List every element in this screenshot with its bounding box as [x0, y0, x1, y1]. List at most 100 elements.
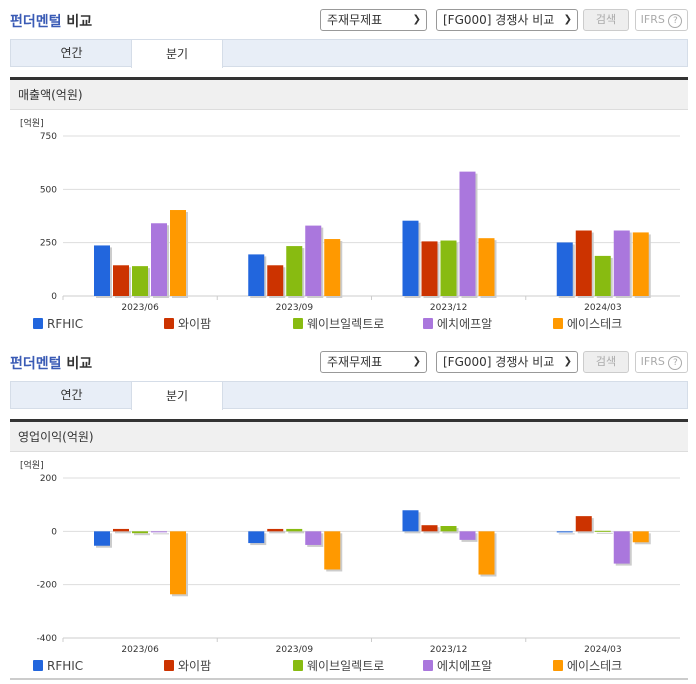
- bar-RFHIC: [248, 254, 265, 296]
- comparison-group-select[interactable]: [FG000] 경쟁사 비교 ❯: [436, 351, 578, 373]
- bar-에치에프알: [151, 531, 167, 533]
- help-icon: ?: [668, 356, 683, 370]
- help-icon: ?: [668, 14, 683, 28]
- bar-RFHIC: [248, 531, 265, 544]
- bar-에치에프알: [459, 531, 476, 540]
- y-tick-label: 500: [40, 185, 57, 195]
- bar-에이스테크: [170, 210, 186, 296]
- x-tick-label: 2023/09: [276, 645, 314, 655]
- bar-와이팜: [575, 230, 592, 296]
- y-tick-label: 200: [40, 474, 57, 484]
- legend-swatch: [293, 318, 303, 329]
- y-axis-unit: [억원]: [20, 117, 44, 129]
- search-button[interactable]: 검색: [583, 351, 629, 373]
- legend-label: 와이팜: [178, 659, 211, 673]
- legend-swatch: [423, 318, 433, 329]
- y-tick-label: 750: [40, 132, 57, 142]
- legend-swatch: [164, 318, 174, 329]
- ifrs-label: IFRS: [640, 355, 665, 368]
- bar-shadow: [558, 533, 575, 535]
- bar-웨이브일렉트로: [286, 528, 303, 532]
- chevron-down-icon: ❯: [563, 356, 572, 367]
- x-tick-label: 2023/06: [121, 645, 159, 655]
- bar-chart: [억원] 0 250 500 750 2023/06 2023/09 2023/12 2024/…: [20, 117, 680, 331]
- bar-와이팜: [421, 241, 438, 296]
- title-rest: 비교: [61, 356, 93, 372]
- bar-에이스테크: [478, 238, 495, 296]
- title-rest: 비교: [61, 14, 93, 30]
- x-tick-label: 2024/03: [584, 303, 621, 313]
- bar-shadow: [269, 530, 286, 534]
- select-value: [FG000] 경쟁사 비교: [443, 355, 555, 369]
- fundamental-compare-revenue: 펀더멘털 비교 주재무제표 ❯ [FG000] 경쟁사 비교 ❯ 검색 IFRS ?…: [10, 9, 688, 331]
- y-axis-unit: [억원]: [20, 459, 44, 471]
- select-value: 주재무제표: [327, 13, 383, 27]
- tab-quarterly[interactable]: 분기: [131, 381, 223, 410]
- legend-label: 에이스테크: [567, 659, 622, 673]
- comparison-group-select[interactable]: [FG000] 경쟁사 비교 ❯: [436, 9, 578, 31]
- legend-swatch: [164, 660, 174, 671]
- bar-웨이브일렉트로: [132, 531, 148, 534]
- bar-에치에프알: [305, 225, 322, 296]
- bar-shadow: [134, 533, 150, 536]
- y-tick-label: -200: [37, 581, 58, 591]
- bar-RFHIC: [556, 242, 573, 296]
- statement-type-select[interactable]: 주재무제표 ❯: [320, 9, 427, 31]
- legend-label: 웨이브일렉트로: [307, 317, 384, 331]
- period-tabs: 연간 분기: [10, 381, 688, 410]
- legend-swatch: [33, 660, 43, 671]
- title-highlight: 펀더멘털: [10, 14, 62, 30]
- chevron-down-icon: ❯: [412, 14, 421, 25]
- bar-RFHIC: [402, 220, 419, 296]
- bar-웨이브일렉트로: [440, 240, 457, 296]
- tab-quarterly[interactable]: 분기: [131, 39, 223, 68]
- ifrs-help-button[interactable]: IFRS ?: [635, 9, 688, 31]
- x-tick-label: 2023/06: [121, 303, 159, 313]
- legend-label: 에치에프알: [437, 659, 492, 673]
- legend-swatch: [33, 318, 43, 329]
- bar-웨이브일렉트로: [440, 526, 457, 532]
- bar-에이스테크: [324, 239, 341, 296]
- ifrs-help-button[interactable]: IFRS ?: [635, 351, 688, 373]
- legend-label: 에치에프알: [437, 317, 492, 331]
- fundamental-compare-operating-profit: 펀더멘털 비교 주재무제표 ❯ [FG000] 경쟁사 비교 ❯ 검색 IFRS ?…: [0, 342, 696, 684]
- bar-에이스테크: [170, 531, 186, 595]
- bar-에치에프알: [305, 531, 322, 545]
- tab-annual[interactable]: 연간: [60, 46, 83, 60]
- legend-label: RFHIC: [47, 659, 83, 673]
- bar-shadow: [153, 533, 169, 535]
- bar-와이팜: [113, 528, 129, 532]
- bar-RFHIC: [94, 531, 110, 546]
- bar-shadow: [288, 530, 305, 534]
- tab-annual[interactable]: 연간: [60, 388, 83, 402]
- bar-웨이브일렉트로: [132, 266, 148, 296]
- bar-chart: [억원] -400 -200 0 200 2023/06 2023/09 2023/12 202…: [20, 459, 680, 673]
- chart-header: 영업이익(억원): [10, 422, 688, 452]
- bar-와이팜: [267, 265, 284, 296]
- bar-에이스테크: [632, 531, 649, 543]
- bar-에이스테크: [478, 531, 495, 575]
- legend-label: 와이팜: [178, 317, 211, 331]
- y-tick-label: 0: [51, 292, 57, 302]
- bar-에이스테크: [632, 232, 649, 296]
- chevron-down-icon: ❯: [412, 356, 421, 367]
- bar-에치에프알: [459, 171, 476, 296]
- bar-에치에프알: [613, 531, 630, 564]
- legend-label: RFHIC: [47, 317, 83, 331]
- bar-와이팜: [575, 516, 592, 532]
- divider: [10, 419, 688, 422]
- bar-에이스테크: [324, 531, 341, 570]
- statement-type-select[interactable]: 주재무제표 ❯: [320, 351, 427, 373]
- y-tick-label: -400: [37, 634, 58, 644]
- legend-swatch: [553, 318, 563, 329]
- section-title: 펀더멘털 비교: [10, 353, 92, 373]
- bar-웨이브일렉트로: [594, 255, 611, 296]
- search-button[interactable]: 검색: [583, 9, 629, 31]
- select-value: [FG000] 경쟁사 비교: [443, 13, 555, 27]
- y-tick-label: 0: [51, 527, 57, 537]
- legend-swatch: [423, 660, 433, 671]
- divider: [10, 678, 688, 680]
- y-tick-label: 250: [40, 239, 57, 249]
- bar-웨이브일렉트로: [594, 530, 611, 532]
